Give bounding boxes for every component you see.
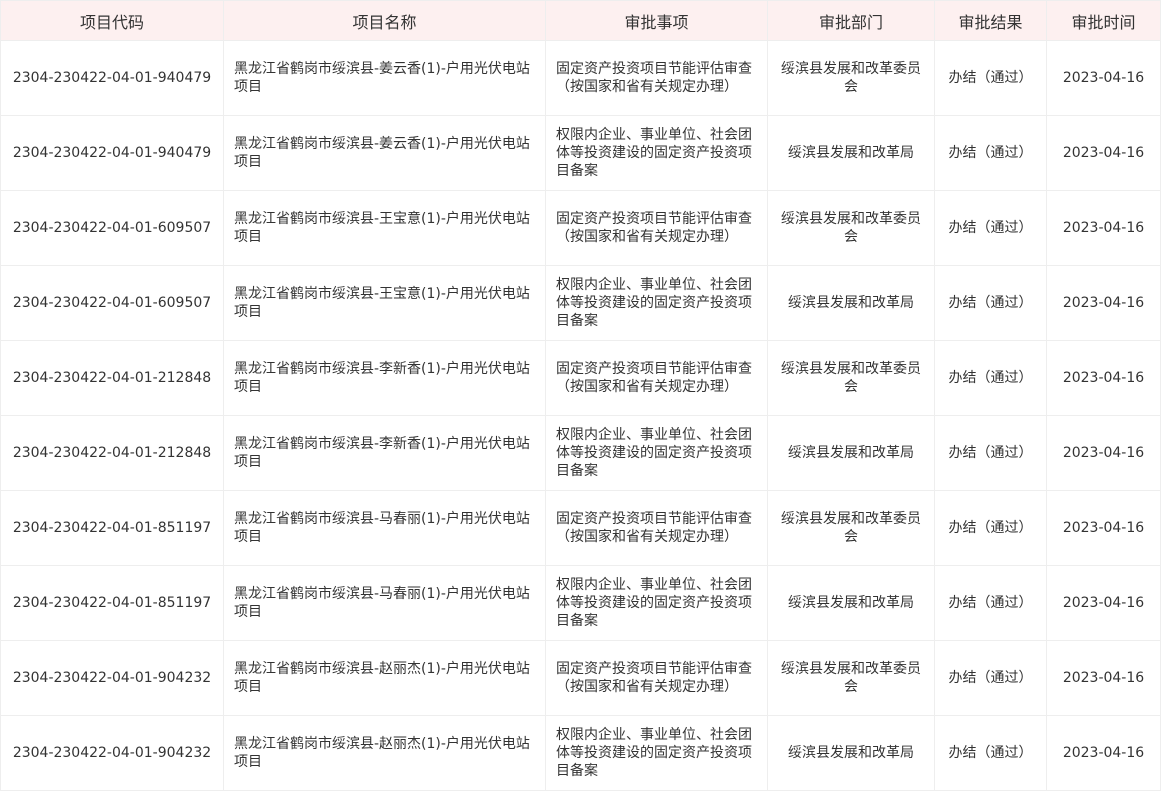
approval-result-cell: 办结（通过） [934,40,1047,116]
approval-dept-cell: 绥滨县发展和改革局 [767,565,935,641]
project-name-cell: 黑龙江省鹤岗市绥滨县-马春丽(1)-户用光伏电站项目 [223,565,546,641]
approval-dept-cell: 绥滨县发展和改革委员会 [767,40,935,116]
table-row: 2304-230422-04-01-940479 黑龙江省鹤岗市绥滨县-姜云香(1… [0,115,1161,191]
project-name-cell: 黑龙江省鹤岗市绥滨县-姜云香(1)-户用光伏电站项目 [223,40,546,116]
approval-dept-cell: 绥滨县发展和改革委员会 [767,490,935,566]
project-code-cell: 2304-230422-04-01-904232 [0,715,224,791]
approval-matter-cell: 固定资产投资项目节能评估审查（按国家和省有关规定办理） [545,490,768,566]
approval-date-cell: 2023-04-16 [1046,415,1161,491]
project-code-cell: 2304-230422-04-01-851197 [0,565,224,641]
approval-dept-cell: 绥滨县发展和改革委员会 [767,640,935,716]
project-name-cell: 黑龙江省鹤岗市绥滨县-王宝意(1)-户用光伏电站项目 [223,190,546,266]
approval-result-cell: 办结（通过） [934,490,1047,566]
project-code-cell: 2304-230422-04-01-851197 [0,490,224,566]
approval-date-cell: 2023-04-16 [1046,565,1161,641]
approval-matter-cell: 固定资产投资项目节能评估审查（按国家和省有关规定办理） [545,340,768,416]
approval-result-cell: 办结（通过） [934,715,1047,791]
approval-date-cell: 2023-04-16 [1046,115,1161,191]
table-row: 2304-230422-04-01-904232 黑龙江省鹤岗市绥滨县-赵丽杰(1… [0,640,1161,716]
approval-date-cell: 2023-04-16 [1046,490,1161,566]
approval-dept-cell: 绥滨县发展和改革局 [767,415,935,491]
table-row: 2304-230422-04-01-851197 黑龙江省鹤岗市绥滨县-马春丽(1… [0,490,1161,566]
approval-matter-cell: 固定资产投资项目节能评估审查（按国家和省有关规定办理） [545,640,768,716]
approval-matter-cell: 固定资产投资项目节能评估审查（按国家和省有关规定办理） [545,40,768,116]
table-row: 2304-230422-04-01-851197 黑龙江省鹤岗市绥滨县-马春丽(1… [0,565,1161,641]
header-approval-dept: 审批部门 [767,0,935,41]
project-code-cell: 2304-230422-04-01-609507 [0,265,224,341]
approval-result-cell: 办结（通过） [934,565,1047,641]
approval-matter-cell: 权限内企业、事业单位、社会团体等投资建设的固定资产投资项目备案 [545,715,768,791]
table-body: 2304-230422-04-01-940479 黑龙江省鹤岗市绥滨县-姜云香(1… [0,40,1161,791]
project-name-cell: 黑龙江省鹤岗市绥滨县-马春丽(1)-户用光伏电站项目 [223,490,546,566]
table-row: 2304-230422-04-01-212848 黑龙江省鹤岗市绥滨县-李新香(1… [0,340,1161,416]
table-row: 2304-230422-04-01-212848 黑龙江省鹤岗市绥滨县-李新香(1… [0,415,1161,491]
approval-matter-cell: 权限内企业、事业单位、社会团体等投资建设的固定资产投资项目备案 [545,265,768,341]
project-code-cell: 2304-230422-04-01-940479 [0,40,224,116]
approval-matter-cell: 权限内企业、事业单位、社会团体等投资建设的固定资产投资项目备案 [545,115,768,191]
approval-result-cell: 办结（通过） [934,415,1047,491]
approval-result-cell: 办结（通过） [934,265,1047,341]
project-code-cell: 2304-230422-04-01-940479 [0,115,224,191]
header-project-code: 项目代码 [0,0,224,41]
approval-date-cell: 2023-04-16 [1046,715,1161,791]
approval-matter-cell: 权限内企业、事业单位、社会团体等投资建设的固定资产投资项目备案 [545,565,768,641]
approval-dept-cell: 绥滨县发展和改革局 [767,265,935,341]
project-name-cell: 黑龙江省鹤岗市绥滨县-李新香(1)-户用光伏电站项目 [223,340,546,416]
project-name-cell: 黑龙江省鹤岗市绥滨县-赵丽杰(1)-户用光伏电站项目 [223,715,546,791]
table-header-row: 项目代码 项目名称 审批事项 审批部门 审批结果 审批时间 [0,0,1161,41]
table-row: 2304-230422-04-01-609507 黑龙江省鹤岗市绥滨县-王宝意(1… [0,265,1161,341]
project-code-cell: 2304-230422-04-01-212848 [0,340,224,416]
project-code-cell: 2304-230422-04-01-212848 [0,415,224,491]
approval-result-cell: 办结（通过） [934,115,1047,191]
project-code-cell: 2304-230422-04-01-609507 [0,190,224,266]
approval-dept-cell: 绥滨县发展和改革局 [767,115,935,191]
approval-dept-cell: 绥滨县发展和改革委员会 [767,340,935,416]
approval-date-cell: 2023-04-16 [1046,265,1161,341]
approval-date-cell: 2023-04-16 [1046,640,1161,716]
header-approval-result: 审批结果 [934,0,1047,41]
approval-result-cell: 办结（通过） [934,190,1047,266]
project-name-cell: 黑龙江省鹤岗市绥滨县-李新香(1)-户用光伏电站项目 [223,415,546,491]
table-row: 2304-230422-04-01-940479 黑龙江省鹤岗市绥滨县-姜云香(1… [0,40,1161,116]
approval-date-cell: 2023-04-16 [1046,40,1161,116]
table-row: 2304-230422-04-01-609507 黑龙江省鹤岗市绥滨县-王宝意(1… [0,190,1161,266]
approval-dept-cell: 绥滨县发展和改革局 [767,715,935,791]
project-name-cell: 黑龙江省鹤岗市绥滨县-王宝意(1)-户用光伏电站项目 [223,265,546,341]
approval-date-cell: 2023-04-16 [1046,190,1161,266]
approval-result-cell: 办结（通过） [934,640,1047,716]
approval-matter-cell: 固定资产投资项目节能评估审查（按国家和省有关规定办理） [545,190,768,266]
approval-result-cell: 办结（通过） [934,340,1047,416]
header-project-name: 项目名称 [223,0,546,41]
project-name-cell: 黑龙江省鹤岗市绥滨县-姜云香(1)-户用光伏电站项目 [223,115,546,191]
project-name-cell: 黑龙江省鹤岗市绥滨县-赵丽杰(1)-户用光伏电站项目 [223,640,546,716]
project-code-cell: 2304-230422-04-01-904232 [0,640,224,716]
approval-matter-cell: 权限内企业、事业单位、社会团体等投资建设的固定资产投资项目备案 [545,415,768,491]
header-approval-date: 审批时间 [1046,0,1161,41]
approval-date-cell: 2023-04-16 [1046,340,1161,416]
header-approval-matter: 审批事项 [545,0,768,41]
table-row: 2304-230422-04-01-904232 黑龙江省鹤岗市绥滨县-赵丽杰(1… [0,715,1161,791]
approval-dept-cell: 绥滨县发展和改革委员会 [767,190,935,266]
